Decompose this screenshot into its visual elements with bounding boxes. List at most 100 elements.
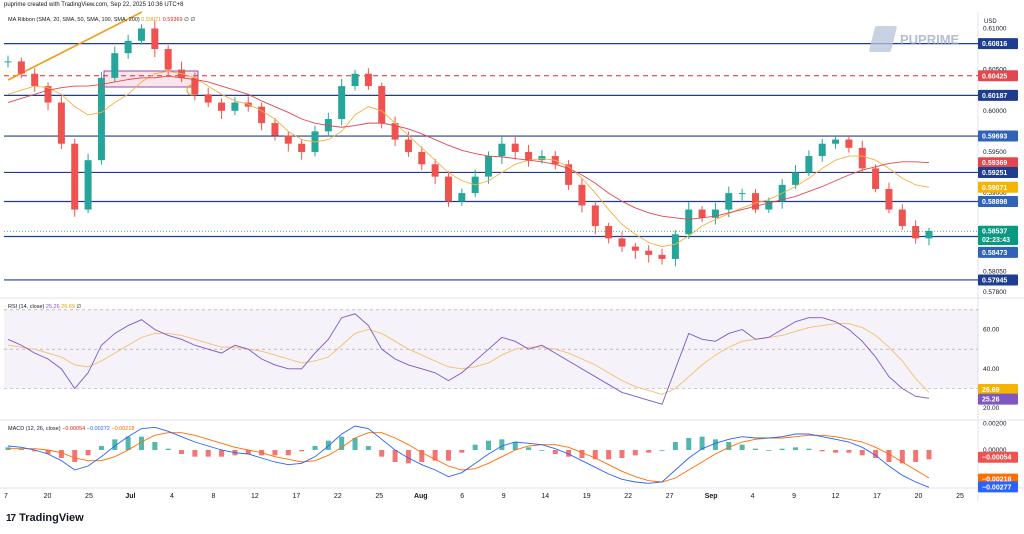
candle-body xyxy=(511,143,519,152)
time-tick-label: 14 xyxy=(541,493,549,500)
price-tag xyxy=(978,383,1018,395)
candle-body xyxy=(444,176,452,202)
macd-histogram-bar xyxy=(566,450,572,457)
rsi-line xyxy=(7,313,930,405)
time-tick-label: Jul xyxy=(125,493,135,500)
rsi-ma-value: 26.69 xyxy=(61,304,75,310)
candle-body xyxy=(351,73,359,87)
macd-histogram-bar xyxy=(205,450,211,457)
rsi-tick-label: 60.00 xyxy=(983,327,1000,334)
candle-body xyxy=(872,168,880,189)
time-tick-label: 4 xyxy=(751,493,755,500)
macd-tick-label: 0.00200 xyxy=(983,420,1007,427)
price-tag xyxy=(978,274,1018,286)
price-tag-label: 0.58473 xyxy=(982,250,1007,257)
time-tick-label: 6 xyxy=(460,493,464,500)
macd-histogram-bar xyxy=(739,444,745,450)
macd-histogram-bar xyxy=(138,436,144,450)
rsi-ma-line xyxy=(7,323,930,395)
time-tick-label: 25 xyxy=(375,493,383,500)
macd-histogram-bar xyxy=(445,450,451,461)
candle-body xyxy=(4,61,12,63)
time-tick-label: Aug xyxy=(414,493,428,500)
price-tag-label: 0.58898 xyxy=(982,199,1007,206)
price-tag-label: −0.00054 xyxy=(982,455,1011,462)
price-tag-label: −0.00218 xyxy=(982,477,1011,484)
candle-body xyxy=(218,102,226,111)
macd-histogram-bar xyxy=(312,446,318,450)
price-tag xyxy=(978,166,1018,178)
macd-histogram-bar xyxy=(486,440,492,450)
price-tag-label: 0.59693 xyxy=(982,134,1007,141)
candle-body xyxy=(84,160,92,210)
candle-body xyxy=(751,193,759,210)
candle-body xyxy=(765,201,773,210)
price-tick-label: 0.60000 xyxy=(983,108,1007,115)
price-tag xyxy=(978,233,1018,245)
time-tick-label: 22 xyxy=(334,493,342,500)
price-tag-label: 0.60816 xyxy=(982,41,1007,48)
ma-ribbon-value-1: 0.59071 xyxy=(141,17,162,23)
created-by-text: puprime created with TradingView.com, Se… xyxy=(4,2,184,8)
candle-body xyxy=(31,73,39,87)
time-tick-label: 7 xyxy=(4,493,8,500)
macd-histogram-bar xyxy=(886,450,892,462)
time-tick-label: 4 xyxy=(170,493,174,500)
candle-body xyxy=(525,151,533,161)
macd-histogram-bar xyxy=(392,450,398,462)
macd-histogram-bar xyxy=(779,448,785,450)
candle-body xyxy=(912,226,920,239)
price-tag-label: 0.60425 xyxy=(982,73,1007,80)
rsi-tick-label: 40.00 xyxy=(983,366,1000,373)
macd-histogram-bar xyxy=(299,450,305,452)
price-tag-label: 0.57945 xyxy=(982,277,1007,284)
currency-label: USD xyxy=(984,19,997,25)
macd-histogram-bar xyxy=(419,450,425,462)
macd-histogram-bar xyxy=(405,450,411,464)
puprime-logo-icon xyxy=(868,26,898,52)
macd-line-value: −0.00272 xyxy=(86,426,110,432)
candle-body xyxy=(805,156,813,173)
sma50-line xyxy=(7,75,930,220)
price-tag xyxy=(978,393,1018,405)
candle-body xyxy=(231,102,239,111)
price-tag xyxy=(978,451,1018,463)
candle-body xyxy=(698,209,706,218)
macd-histogram-bar xyxy=(672,442,678,450)
macd-histogram-bar xyxy=(72,450,78,462)
candle-body xyxy=(391,123,399,140)
price-tag xyxy=(978,38,1018,50)
candle-body xyxy=(738,193,746,195)
price-tag-label: 0.60187 xyxy=(982,93,1007,100)
macd-histogram-bar xyxy=(646,450,652,453)
price-tag-label: 0.59369 xyxy=(982,160,1007,167)
candle-body xyxy=(431,164,439,177)
price-tick-label: 0.59500 xyxy=(983,149,1007,156)
ma-ribbon-label: MA Ribbon (SMA, 20, SMA, 50, SMA, 100, S… xyxy=(8,17,140,23)
candle-body xyxy=(858,147,866,169)
price-tick-label: 0.57800 xyxy=(983,289,1007,296)
macd-histogram-bar xyxy=(272,450,278,456)
macd-histogram-bar xyxy=(632,450,638,456)
tradingview-logo[interactable]: 17 TradingView xyxy=(6,512,84,524)
macd-histogram-bar xyxy=(352,438,358,450)
macd-histogram-bar xyxy=(752,448,758,450)
macd-histogram-bar xyxy=(365,446,371,450)
macd-histogram-bar xyxy=(539,450,545,451)
price-tag-label: 0.59071 xyxy=(982,185,1007,192)
price-tick-label: 0.60500 xyxy=(983,67,1007,74)
candle-body xyxy=(818,143,826,157)
price-tick-label: 0.59000 xyxy=(983,190,1007,197)
macd-histogram-bar xyxy=(18,448,24,450)
macd-histogram-bar xyxy=(219,450,225,457)
rsi-value: 25.26 xyxy=(45,304,60,310)
macd-histogram-bar xyxy=(873,450,879,458)
candle-body xyxy=(618,238,626,247)
candle-body xyxy=(458,193,466,202)
price-tick-label: 0.58050 xyxy=(983,268,1007,275)
macd-histogram-bar xyxy=(913,450,919,462)
macd-histogram-bar xyxy=(592,450,598,460)
macd-histogram-bar xyxy=(726,442,732,450)
macd-histogram-bar xyxy=(512,442,518,450)
